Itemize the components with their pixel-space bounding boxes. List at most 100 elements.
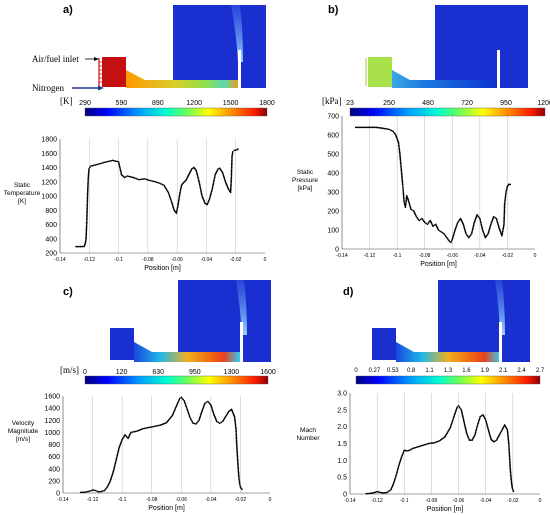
panel-c-data-point (234, 426, 237, 429)
panel-d-data-point (509, 469, 512, 471)
panel-a-data-point (230, 182, 232, 184)
panel-a-xtick-label: -0.08 (142, 257, 154, 263)
panel-a-data-point (84, 241, 87, 244)
panel-c-data-point (174, 406, 177, 409)
panel-d-data-point (507, 435, 509, 438)
panel-a-data-point (130, 176, 133, 178)
panel-a-data-point (86, 213, 88, 215)
panel-d-data-point (476, 424, 479, 426)
panel-c-data-point (233, 415, 236, 418)
panel-a-data-point (200, 190, 203, 193)
panel-b-data-point (488, 227, 491, 230)
panel-a-data-point (221, 171, 224, 174)
panel-a-ytick-label: 1000 (41, 194, 57, 201)
panel-d-colorbar-tick: 2.4 (517, 368, 526, 374)
panel-a-ytick-label: 400 (45, 236, 57, 243)
panel-d-data-point (501, 427, 504, 430)
panel-a-data-point (177, 199, 180, 202)
panel-d-data-point (437, 440, 440, 443)
panel-b-data-point (398, 150, 401, 152)
panel-a-data-point (212, 185, 214, 187)
panel-c-data-point (235, 437, 238, 440)
panel-b-data-point (404, 204, 407, 207)
panel-b-colorbar-tick: 23 (346, 100, 354, 107)
panel-c-data-point (202, 407, 204, 410)
panel-b-data-point (501, 230, 504, 233)
panel-c-data-point (96, 490, 98, 493)
panel-a-data-point (161, 183, 164, 186)
panel-b-data-point (410, 208, 412, 210)
panel-d-data-point (509, 464, 511, 467)
panel-b-data-point (370, 126, 372, 129)
panel-b-ytick-label: 500 (327, 152, 339, 159)
panel-a-data-point (212, 182, 215, 185)
panel-c-data-point (235, 436, 238, 439)
panel-d-colorbar: 0 0.27 0.53 0.8 1.1 1.3 1.6 1.9 2.1 2.4 2.7 (354, 368, 545, 385)
panel-d-data-point (399, 458, 402, 461)
panel-b-data-point (407, 200, 410, 202)
panel-b-data-point (503, 215, 506, 217)
panel-a-data-point (230, 178, 233, 180)
panel-a-data-point (230, 175, 233, 177)
panel-a-data-point (126, 175, 129, 177)
panel-c-data-point (237, 469, 240, 471)
panel-c-data-point (99, 490, 101, 493)
panel-d-data-point (502, 426, 505, 429)
panel-d-data-point (475, 429, 477, 432)
panel-a-data-point (87, 181, 89, 184)
panel-a-data-point (178, 195, 181, 198)
panel-b-data-point (478, 216, 480, 219)
panel-a-data-point (94, 164, 96, 166)
panel-c-data-point (186, 409, 189, 412)
panel-c-data-point (131, 431, 134, 433)
panel-d-data-point (393, 480, 396, 482)
panel-c-data-point (172, 413, 174, 415)
panel-a-data-point (86, 215, 88, 218)
panel-a-chamber (173, 5, 266, 88)
panel-c-data-point (217, 421, 220, 424)
panel-d-data-point (450, 425, 452, 427)
panel-b-data-point (402, 189, 405, 192)
panel-d-data-point (486, 423, 488, 426)
panel-c-data-point (152, 425, 155, 428)
panel-b-data-point (361, 126, 364, 129)
panel-b-data-point (484, 236, 487, 239)
panel-a-data-point (198, 183, 201, 186)
panel-b-nozzle (392, 70, 497, 88)
panel-b-data-point (374, 126, 376, 129)
panel-b-data-point (471, 230, 474, 232)
panel-a-data-point (178, 197, 181, 199)
panel-d-data-point (482, 415, 485, 417)
panel-b-data-point (451, 237, 454, 239)
panel-c-data-point (110, 476, 113, 478)
panel-d-data-point (450, 422, 453, 425)
panel-d-data-point (398, 464, 400, 467)
panel-c-data-point (184, 402, 187, 405)
panel-a-data-point (160, 183, 162, 185)
panel-d-colorbar-tick: 0.27 (369, 368, 381, 374)
panel-d-data-point (508, 460, 511, 463)
panel-d-data-point (506, 431, 509, 434)
panel-c-data-point (237, 473, 240, 475)
panel-d-data-point (412, 447, 415, 449)
panel-a-data-point (138, 178, 140, 181)
panel-a-data-point (199, 186, 202, 189)
panel-b-data-point (401, 176, 403, 179)
panel-c-data-point (153, 425, 156, 428)
panel-a-data-point (149, 179, 152, 182)
panel-a-data-point (209, 196, 211, 198)
panel-d-data-point (465, 431, 468, 433)
panel-c-data-point (237, 474, 240, 477)
panel-c-data-point (115, 457, 118, 460)
panel-d-contour: d) (343, 280, 530, 362)
panel-b-data-point (497, 223, 499, 225)
panel-b-data-point (503, 212, 506, 214)
panel-a-data-point (86, 202, 89, 204)
panel-c-data-point (113, 465, 116, 468)
panel-b-data-point (402, 188, 404, 190)
panel-c-data-point (237, 463, 239, 466)
panel-c-data-point (172, 411, 175, 414)
panel-d-data-point (486, 426, 489, 428)
panel-d-data-point (461, 415, 464, 418)
panel-d-colorbar-tick: 0.53 (387, 368, 399, 374)
